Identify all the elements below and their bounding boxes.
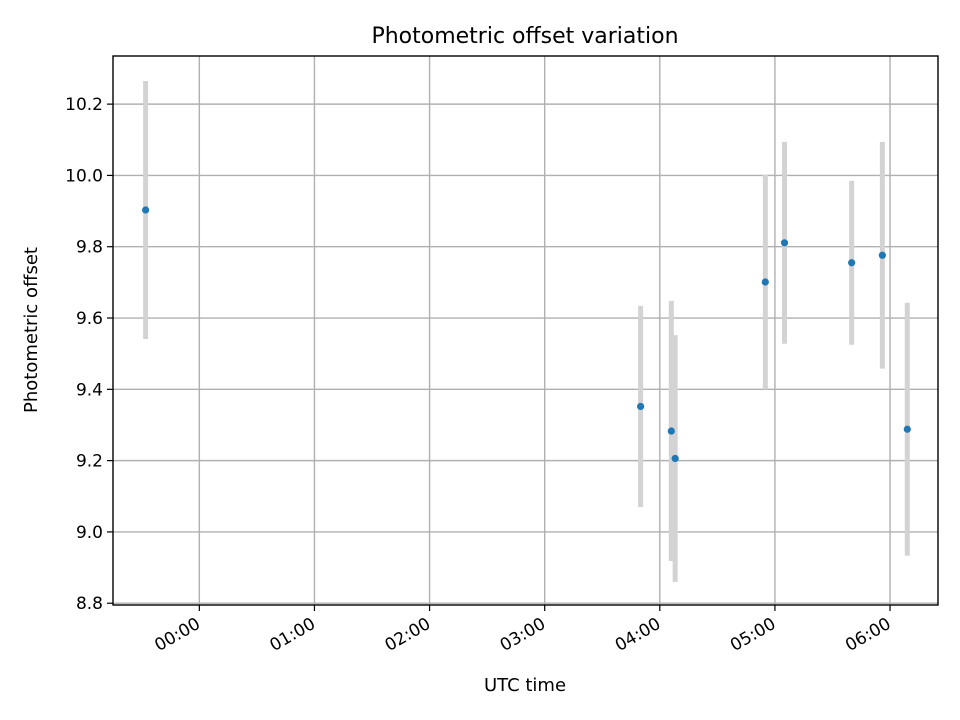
x-tick-label: 00:00 — [151, 614, 203, 656]
data-point — [878, 251, 886, 259]
data-point — [903, 425, 911, 433]
data-points — [142, 206, 911, 463]
x-tick-label: 02:00 — [382, 614, 434, 656]
x-tick-label: 01:00 — [267, 614, 319, 656]
y-axis-label: Photometric offset — [21, 247, 42, 413]
chart-title: Photometric offset variation — [371, 24, 678, 49]
data-point — [761, 278, 769, 286]
axis-ticks: 00:00 01:00 02:00 03:00 04:00 05:00 06:00 8.8 9.… — [65, 95, 894, 656]
x-tick-label: 03:00 — [497, 614, 549, 656]
error-bars — [143, 80, 910, 582]
y-tick-label: 9.0 — [76, 523, 103, 543]
y-tick-label: 9.8 — [76, 238, 103, 258]
grid-lines — [113, 56, 938, 605]
data-point — [848, 259, 856, 267]
y-tick-label: 9.2 — [76, 452, 103, 472]
data-point — [142, 206, 150, 214]
data-point — [667, 427, 675, 435]
plot-frame — [112, 55, 939, 606]
x-tick-label: 05:00 — [727, 614, 779, 656]
data-point — [637, 402, 645, 411]
data-point — [780, 239, 789, 247]
y-tick-label: 9.4 — [76, 380, 103, 400]
x-tick-label: 06:00 — [842, 614, 894, 656]
y-tick-label: 8.8 — [76, 594, 103, 614]
y-tick-label: 10.2 — [65, 95, 103, 115]
y-tick-label: 10.0 — [65, 166, 103, 186]
data-point — [671, 454, 679, 463]
x-axis-label: UTC time — [484, 675, 566, 696]
x-tick-label: 04:00 — [612, 614, 664, 656]
y-tick-label: 9.6 — [76, 309, 103, 329]
